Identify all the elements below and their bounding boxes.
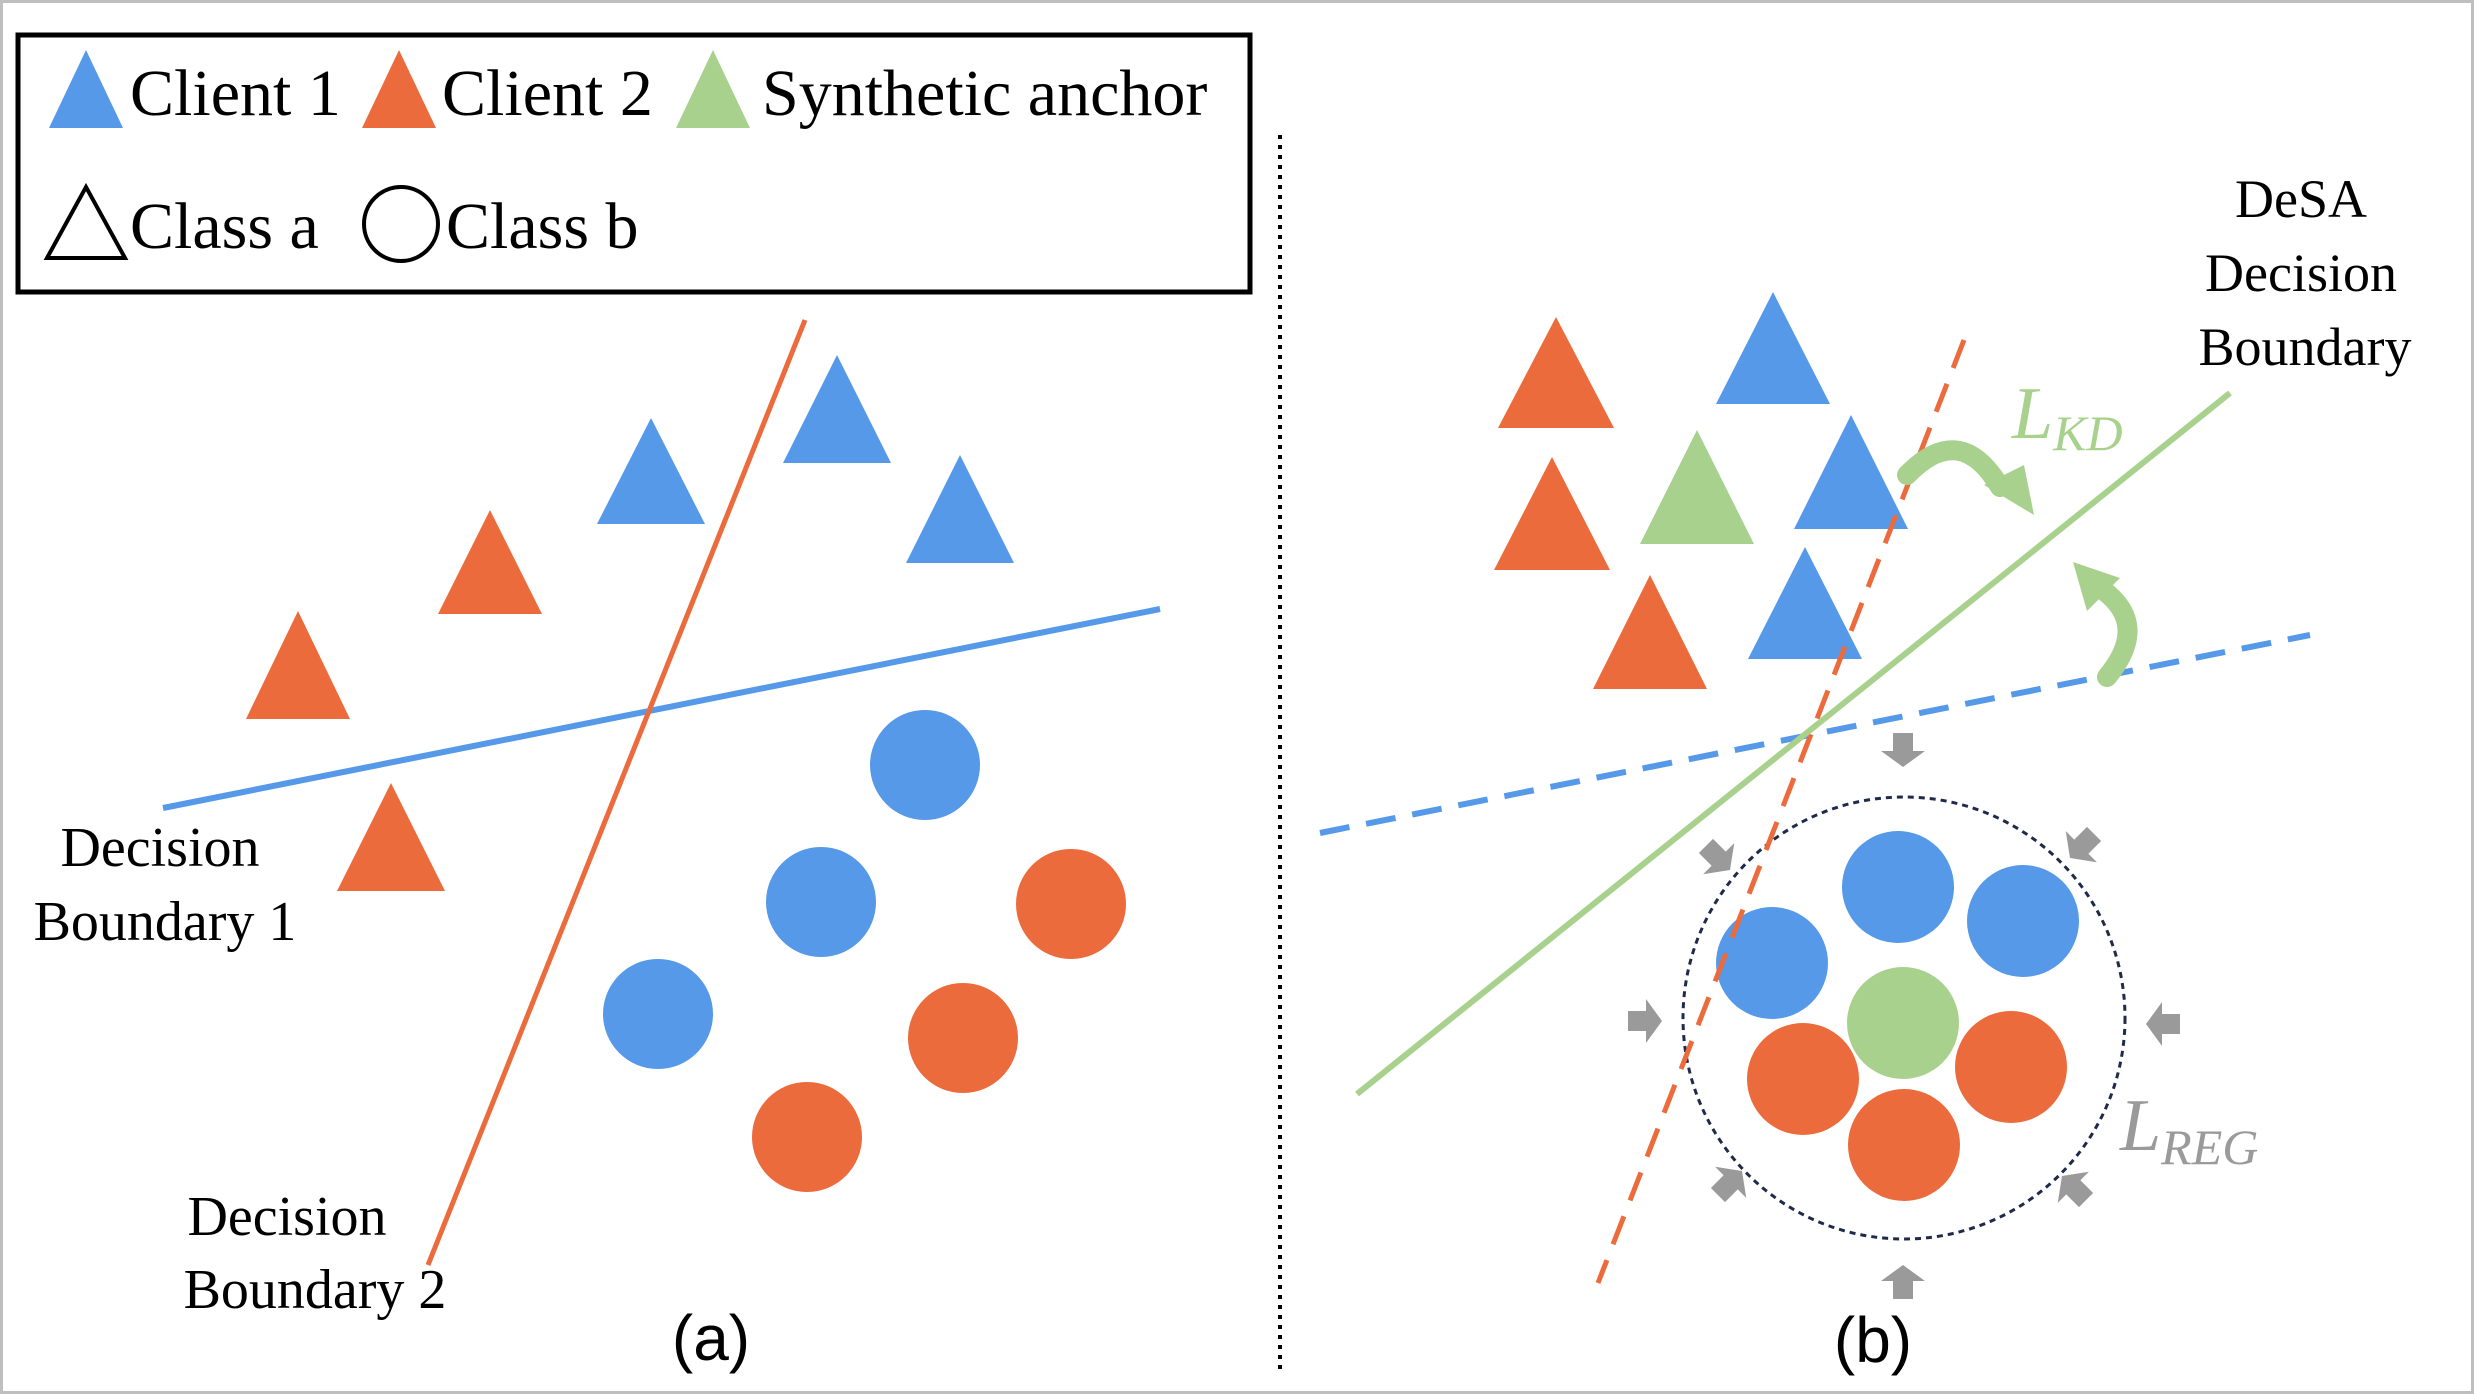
kd-curved-arrow (2093, 580, 2138, 687)
legend-client1-label: Client 1 (130, 57, 341, 130)
client1-circle (1716, 907, 1828, 1019)
desa-decision-boundary-line (1355, 390, 2232, 1097)
kd-curved-arrow (1897, 440, 2010, 497)
legend-class-b-label: Class b (446, 190, 639, 263)
legend-class-a-label: Class a (130, 190, 319, 263)
client2-circle (1848, 1089, 1960, 1201)
desa-boundary-label: DeSA (2235, 169, 2367, 229)
kd-arrowhead (1984, 465, 2034, 515)
lreg-label: LREG (2119, 1085, 2258, 1175)
client2-circle (1955, 1011, 2067, 1123)
client1-triangle (1716, 292, 1830, 404)
client2-triangle (1494, 457, 1610, 570)
client2-triangle (246, 611, 350, 719)
compress-arrow-icon (1698, 838, 1735, 875)
legend-anchor-marker (676, 50, 750, 128)
client1-circle (870, 710, 980, 820)
decision-boundary-1-label: Boundary 1 (34, 891, 297, 953)
decision-boundary-1-label: Decision (60, 817, 259, 879)
client1-circle (603, 959, 713, 1069)
client2-triangle (337, 783, 445, 891)
panel-a: Decision Boundary 1 Decision Boundary 2 … (34, 319, 1161, 1374)
panel-a-label: (a) (672, 1302, 750, 1374)
compress-arrow-icon (1628, 999, 1662, 1043)
client2-circle (908, 983, 1018, 1093)
client2-circle (752, 1082, 862, 1192)
client1-triangle (783, 355, 891, 463)
legend-client2-marker (362, 50, 436, 128)
desa-boundary-label: Boundary (2199, 317, 2412, 377)
legend-client1-marker (49, 50, 123, 128)
client1-circle (766, 847, 876, 957)
desa-boundary-label: Decision (2205, 243, 2397, 303)
legend-box (15, 32, 1253, 295)
compress-arrow-icon (1710, 1166, 1747, 1203)
panel-b: DeSA Decision Boundary LKD LREG (b) (1319, 169, 2412, 1376)
client1-triangle (597, 418, 705, 524)
client1-circle (1842, 831, 1954, 943)
decision-boundary-2-label: Decision (187, 1186, 386, 1248)
compress-arrow-icon (1881, 733, 1925, 767)
compress-arrow-icon (2146, 1002, 2180, 1046)
client2-triangle (1593, 575, 1707, 689)
anchor-triangle (1640, 430, 1754, 544)
regularization-boundary (1681, 795, 2127, 1241)
client2-triangle (438, 510, 542, 614)
compress-arrow-icon (2065, 826, 2102, 863)
panel-b-label: (b) (1834, 1304, 1912, 1376)
anchor-circle (1847, 967, 1959, 1079)
client1-boundary-dashed (1319, 632, 2311, 836)
client2-boundary-dashed (1595, 339, 1967, 1284)
client1-triangle (906, 455, 1014, 563)
decision-boundary-2-label: Boundary 2 (184, 1259, 447, 1321)
legend-class-a-marker (43, 182, 129, 260)
client1-triangle (1748, 547, 1862, 659)
client2-circle (1016, 849, 1126, 959)
compress-arrow-icon (2057, 1171, 2094, 1208)
kd-arrowhead (2073, 562, 2120, 611)
decision-boundary-1-line (162, 606, 1161, 811)
legend: Client 1 Client 2 Synthetic anchor Class… (15, 32, 1253, 295)
legend-anchor-label: Synthetic anchor (762, 57, 1207, 130)
legend-client2-label: Client 2 (442, 57, 653, 130)
client2-circle (1747, 1023, 1859, 1135)
compress-arrow-icon (1881, 1265, 1925, 1299)
reg-arrows (1628, 733, 2180, 1299)
client2-triangle (1498, 317, 1614, 428)
client1-circle (1967, 865, 2079, 977)
client1-triangle (1794, 415, 1908, 529)
decision-boundary-2-line (425, 319, 808, 1266)
lkd-label: LKD (2011, 373, 2123, 461)
legend-class-b-marker (362, 185, 440, 263)
